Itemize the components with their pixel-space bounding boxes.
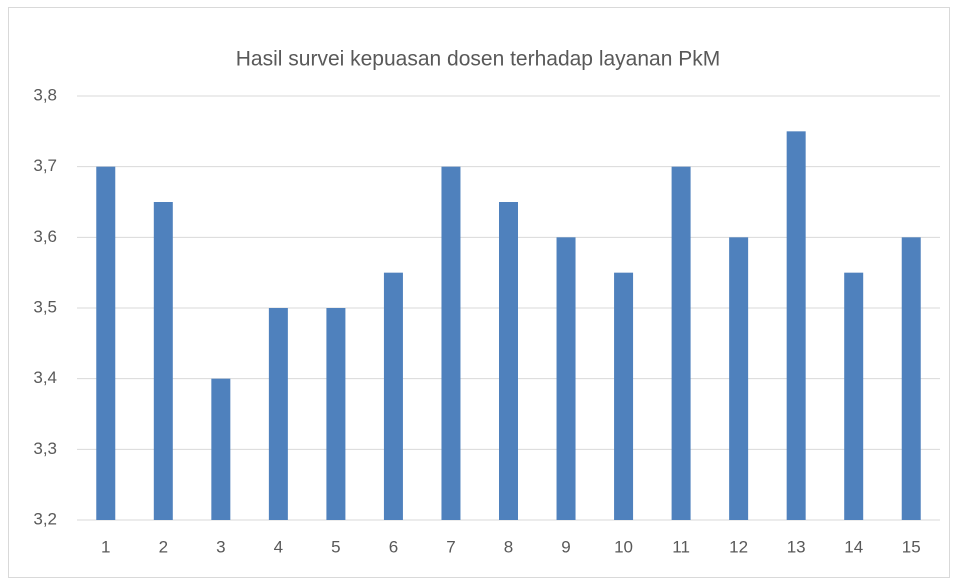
bar bbox=[441, 166, 461, 520]
bar bbox=[383, 272, 403, 520]
y-tick-label: 3,7 bbox=[33, 156, 57, 175]
x-tick-label: 13 bbox=[787, 537, 806, 556]
x-tick-label: 4 bbox=[274, 537, 283, 556]
bar bbox=[901, 237, 921, 521]
bar bbox=[153, 202, 173, 520]
x-tick-label: 14 bbox=[844, 537, 863, 556]
bar bbox=[729, 237, 749, 521]
y-tick-label: 3,3 bbox=[33, 439, 57, 458]
x-tick-label: 6 bbox=[389, 537, 398, 556]
y-tick-label: 3,8 bbox=[33, 85, 57, 104]
x-tick-label: 2 bbox=[159, 537, 168, 556]
bar bbox=[614, 272, 634, 520]
y-tick-label: 3,2 bbox=[33, 509, 57, 528]
x-tick-label: 7 bbox=[446, 537, 455, 556]
bar bbox=[844, 272, 864, 520]
chart-border bbox=[8, 7, 950, 578]
x-tick-label: 12 bbox=[729, 537, 748, 556]
bar bbox=[499, 202, 518, 520]
x-tick-label: 5 bbox=[331, 537, 340, 556]
x-tick-label: 9 bbox=[561, 537, 570, 556]
chart-title: Hasil survei kepuasan dosen terhadap lay… bbox=[236, 48, 720, 71]
y-tick-label: 3,6 bbox=[33, 227, 57, 246]
x-tick-label: 11 bbox=[672, 537, 690, 556]
x-tick-label: 10 bbox=[614, 537, 633, 556]
bar bbox=[671, 166, 691, 520]
x-tick-label: 1 bbox=[101, 537, 110, 556]
bar bbox=[326, 308, 346, 520]
x-tick-label: 3 bbox=[216, 537, 225, 556]
bar bbox=[268, 308, 288, 520]
bar bbox=[786, 131, 806, 521]
x-tick-label: 15 bbox=[902, 537, 921, 556]
bar bbox=[211, 378, 231, 520]
x-tick-label: 8 bbox=[504, 537, 513, 556]
y-tick-label: 3,4 bbox=[33, 368, 57, 387]
y-tick-label: 3,5 bbox=[33, 297, 57, 316]
bar bbox=[96, 166, 116, 520]
bar bbox=[556, 237, 576, 521]
